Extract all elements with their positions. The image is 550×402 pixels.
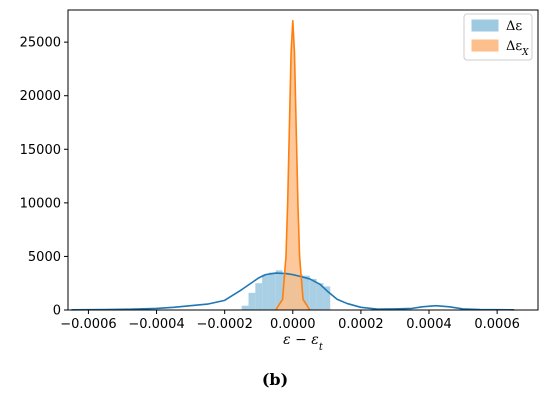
legend-swatch-delta-epsilon [471, 19, 499, 32]
x-axis-label-subscript: t [319, 342, 324, 353]
caption-label: (b) [261, 370, 289, 389]
x-tick-label-3: 0.0000 [270, 317, 316, 332]
y-tick-label-4: 20000 [20, 89, 61, 104]
x-axis-label: ε − εt [283, 332, 324, 353]
density-line-0 [71, 272, 515, 311]
x-axis: −0.0006 −0.0004 −0.0002 0.0000 0.0002 0.0004 0… [60, 310, 520, 332]
x-tick-label-2: −0.0002 [196, 317, 252, 332]
legend-label-delta-epsilon-x-sub: X [521, 48, 529, 58]
x-tick-label-4: 0.0002 [338, 317, 384, 332]
histogram-bar-0-1 [248, 292, 256, 310]
y-tick-label-0: 0 [53, 304, 61, 319]
histogram-bar-0-9 [303, 275, 310, 310]
histogram-bar-0-0 [241, 305, 249, 310]
y-tick-label-1: 5000 [28, 250, 61, 265]
legend-label-delta-epsilon: Δε [506, 19, 522, 34]
legend-label-delta-epsilon-x-main: Δε [506, 39, 522, 54]
histogram-bar-0-2 [255, 283, 263, 310]
y-axis: 0 5000 10000 15000 20000 25000 [20, 36, 68, 319]
density-line-layer [71, 19, 515, 311]
histogram-bar-0-5 [275, 270, 283, 310]
y-tick-label-5: 25000 [20, 36, 61, 51]
y-tick-label-2: 10000 [20, 196, 61, 211]
legend-swatch-delta-epsilon-x [471, 39, 499, 52]
x-tick-label-5: 0.0004 [406, 317, 452, 332]
x-tick-label-6: 0.0006 [474, 317, 520, 332]
plot-frame [67, 9, 539, 311]
figure-caption: (b) [0, 370, 550, 389]
histogram-bar-0-10 [309, 278, 317, 310]
density-area-1 [275, 20, 310, 310]
histogram-bar-0-11 [316, 283, 324, 310]
density-area-layer [275, 20, 310, 310]
y-tick-label-3: 15000 [20, 143, 61, 158]
density-line-1 [275, 19, 311, 311]
plot-background [68, 10, 538, 310]
legend: Δε ΔεX [463, 13, 533, 61]
histogram-bar-0-4 [268, 272, 276, 310]
legend-label-delta-epsilon-x: ΔεX [506, 39, 529, 58]
histogram-bar-0-3 [262, 274, 269, 310]
histogram-bar-0-12 [323, 286, 331, 310]
x-tick-label-0: −0.0006 [60, 317, 116, 332]
x-tick-label-1: −0.0004 [128, 317, 184, 332]
